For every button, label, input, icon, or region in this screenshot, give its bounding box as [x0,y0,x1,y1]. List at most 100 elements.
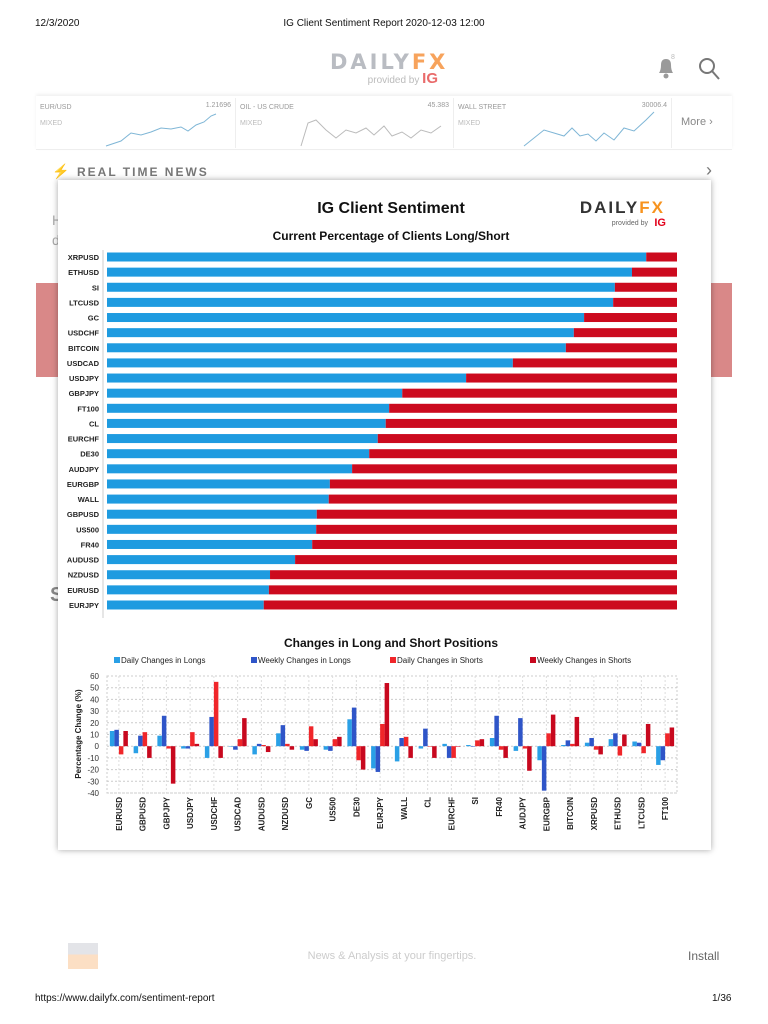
category-label: XRPUSD [68,253,100,262]
change-bar [347,719,352,747]
change-bar [565,740,571,747]
legend-label: Weekly Changes in Shorts [537,656,631,665]
news-chevron-right-icon[interactable]: › [706,160,712,180]
sparkline [523,111,655,147]
short-bar [631,267,677,277]
short-bar [295,555,677,565]
ticker-oil[interactable]: OIL - US CRUDE MIXED 45.383 [236,98,454,148]
chevron-right-icon: › [709,116,713,128]
change-bar [608,739,614,747]
category-label: USDCHF [68,329,100,338]
change-bar [194,743,200,747]
category-label: CL [424,797,433,808]
logo-ig: IG [422,70,438,87]
change-bar [371,746,376,769]
change-bar [574,716,580,747]
short-bar [613,297,677,307]
change-bar [328,746,333,751]
y-tick-label: -10 [87,754,99,763]
change-bar [598,746,603,755]
change-bar [636,742,642,747]
ticker-value: 45.383 [427,102,449,109]
change-bar [442,743,447,747]
long-bar [107,539,313,549]
change-bar [622,734,627,747]
change-bar [446,746,452,758]
short-bar [352,464,677,474]
print-page: 1/36 [712,993,732,1004]
sentiment-charts: IG Client Sentiment DAILYFX provided by … [67,198,678,831]
long-bar [107,282,615,292]
change-bar [351,707,357,747]
change-bar [527,746,532,771]
change-bar [584,742,590,747]
category-label: EURUSD [67,586,99,595]
change-bar [489,738,495,747]
category-label: AUDUSD [257,797,266,831]
category-label: EURJPY [376,796,385,829]
change-bar [161,715,167,747]
card-logo: DAILYFX provided by IG [580,198,666,229]
ticker-value: 30006.4 [641,102,667,109]
app-tagline: News & Analysis at your fingertips. [307,950,477,962]
change-bar [313,739,318,747]
print-title: IG Client Sentiment Report 2020-12-03 12… [283,18,485,29]
more-tickers-link[interactable]: More › [681,116,713,128]
category-label: ETHUSD [614,797,623,830]
category-label: WALL [400,797,409,820]
short-bar [614,282,677,292]
card-logo-fx: FX [639,198,665,217]
change-bar [114,729,119,747]
short-bar [316,509,677,519]
category-label: EURGBP [542,796,551,831]
category-label: GC [88,314,100,323]
category-label: NZDUSD [68,571,100,580]
ticker-status: MIXED [40,120,63,127]
change-bar [337,736,342,747]
y-tick-label: -40 [87,789,99,798]
category-label: GBPUSD [67,510,100,519]
search-icon[interactable] [698,57,722,86]
site-logo[interactable]: DAILYFX provided by IG [330,50,445,87]
long-bar [107,313,585,323]
y-tick-label: 40 [90,695,99,704]
change-bar [541,746,547,791]
install-button[interactable]: Install [688,949,720,963]
category-label: CL [89,419,99,428]
change-bar [455,746,461,747]
chart2-title: Changes in Long and Short Positions [284,636,498,650]
short-bar [329,479,677,489]
category-label: USDCAD [234,797,243,831]
long-bar [107,434,378,444]
ticker-name: WALL STREET [458,104,507,111]
category-label: XRPUSD [590,797,599,831]
change-bar [423,728,428,747]
short-bar [512,358,677,368]
category-label: LTCUSD [69,298,99,307]
lightning-icon: ⚡ [52,163,70,179]
notification-bell-icon[interactable]: 8 [655,54,677,80]
category-label: US500 [76,525,99,534]
change-bar [109,730,115,747]
category-label: GC [305,797,314,809]
category-label: EURCHF [68,435,100,444]
ticker-eurusd[interactable]: EUR/USD MIXED 1.21696 [36,98,236,148]
long-bar [107,388,403,398]
change-bar [157,735,162,747]
change-bar [384,683,390,747]
legend-label: Weekly Changes in Longs [258,656,351,665]
y-tick-label: 10 [90,731,99,740]
category-label: USDCAD [67,359,100,368]
category-label: EURCHF [447,797,456,830]
change-bar [613,733,618,747]
category-label: AUDJPY [519,796,528,829]
y-tick-label: 20 [90,719,99,728]
ticker-wallstreet[interactable]: WALL STREET MIXED 30006.4 [454,98,672,148]
change-bar [451,746,456,758]
change-bar [356,746,361,761]
change-bar [237,739,243,747]
long-bar [107,297,614,307]
change-bar [522,746,528,749]
change-bar [308,726,314,747]
long-bar [107,479,330,489]
